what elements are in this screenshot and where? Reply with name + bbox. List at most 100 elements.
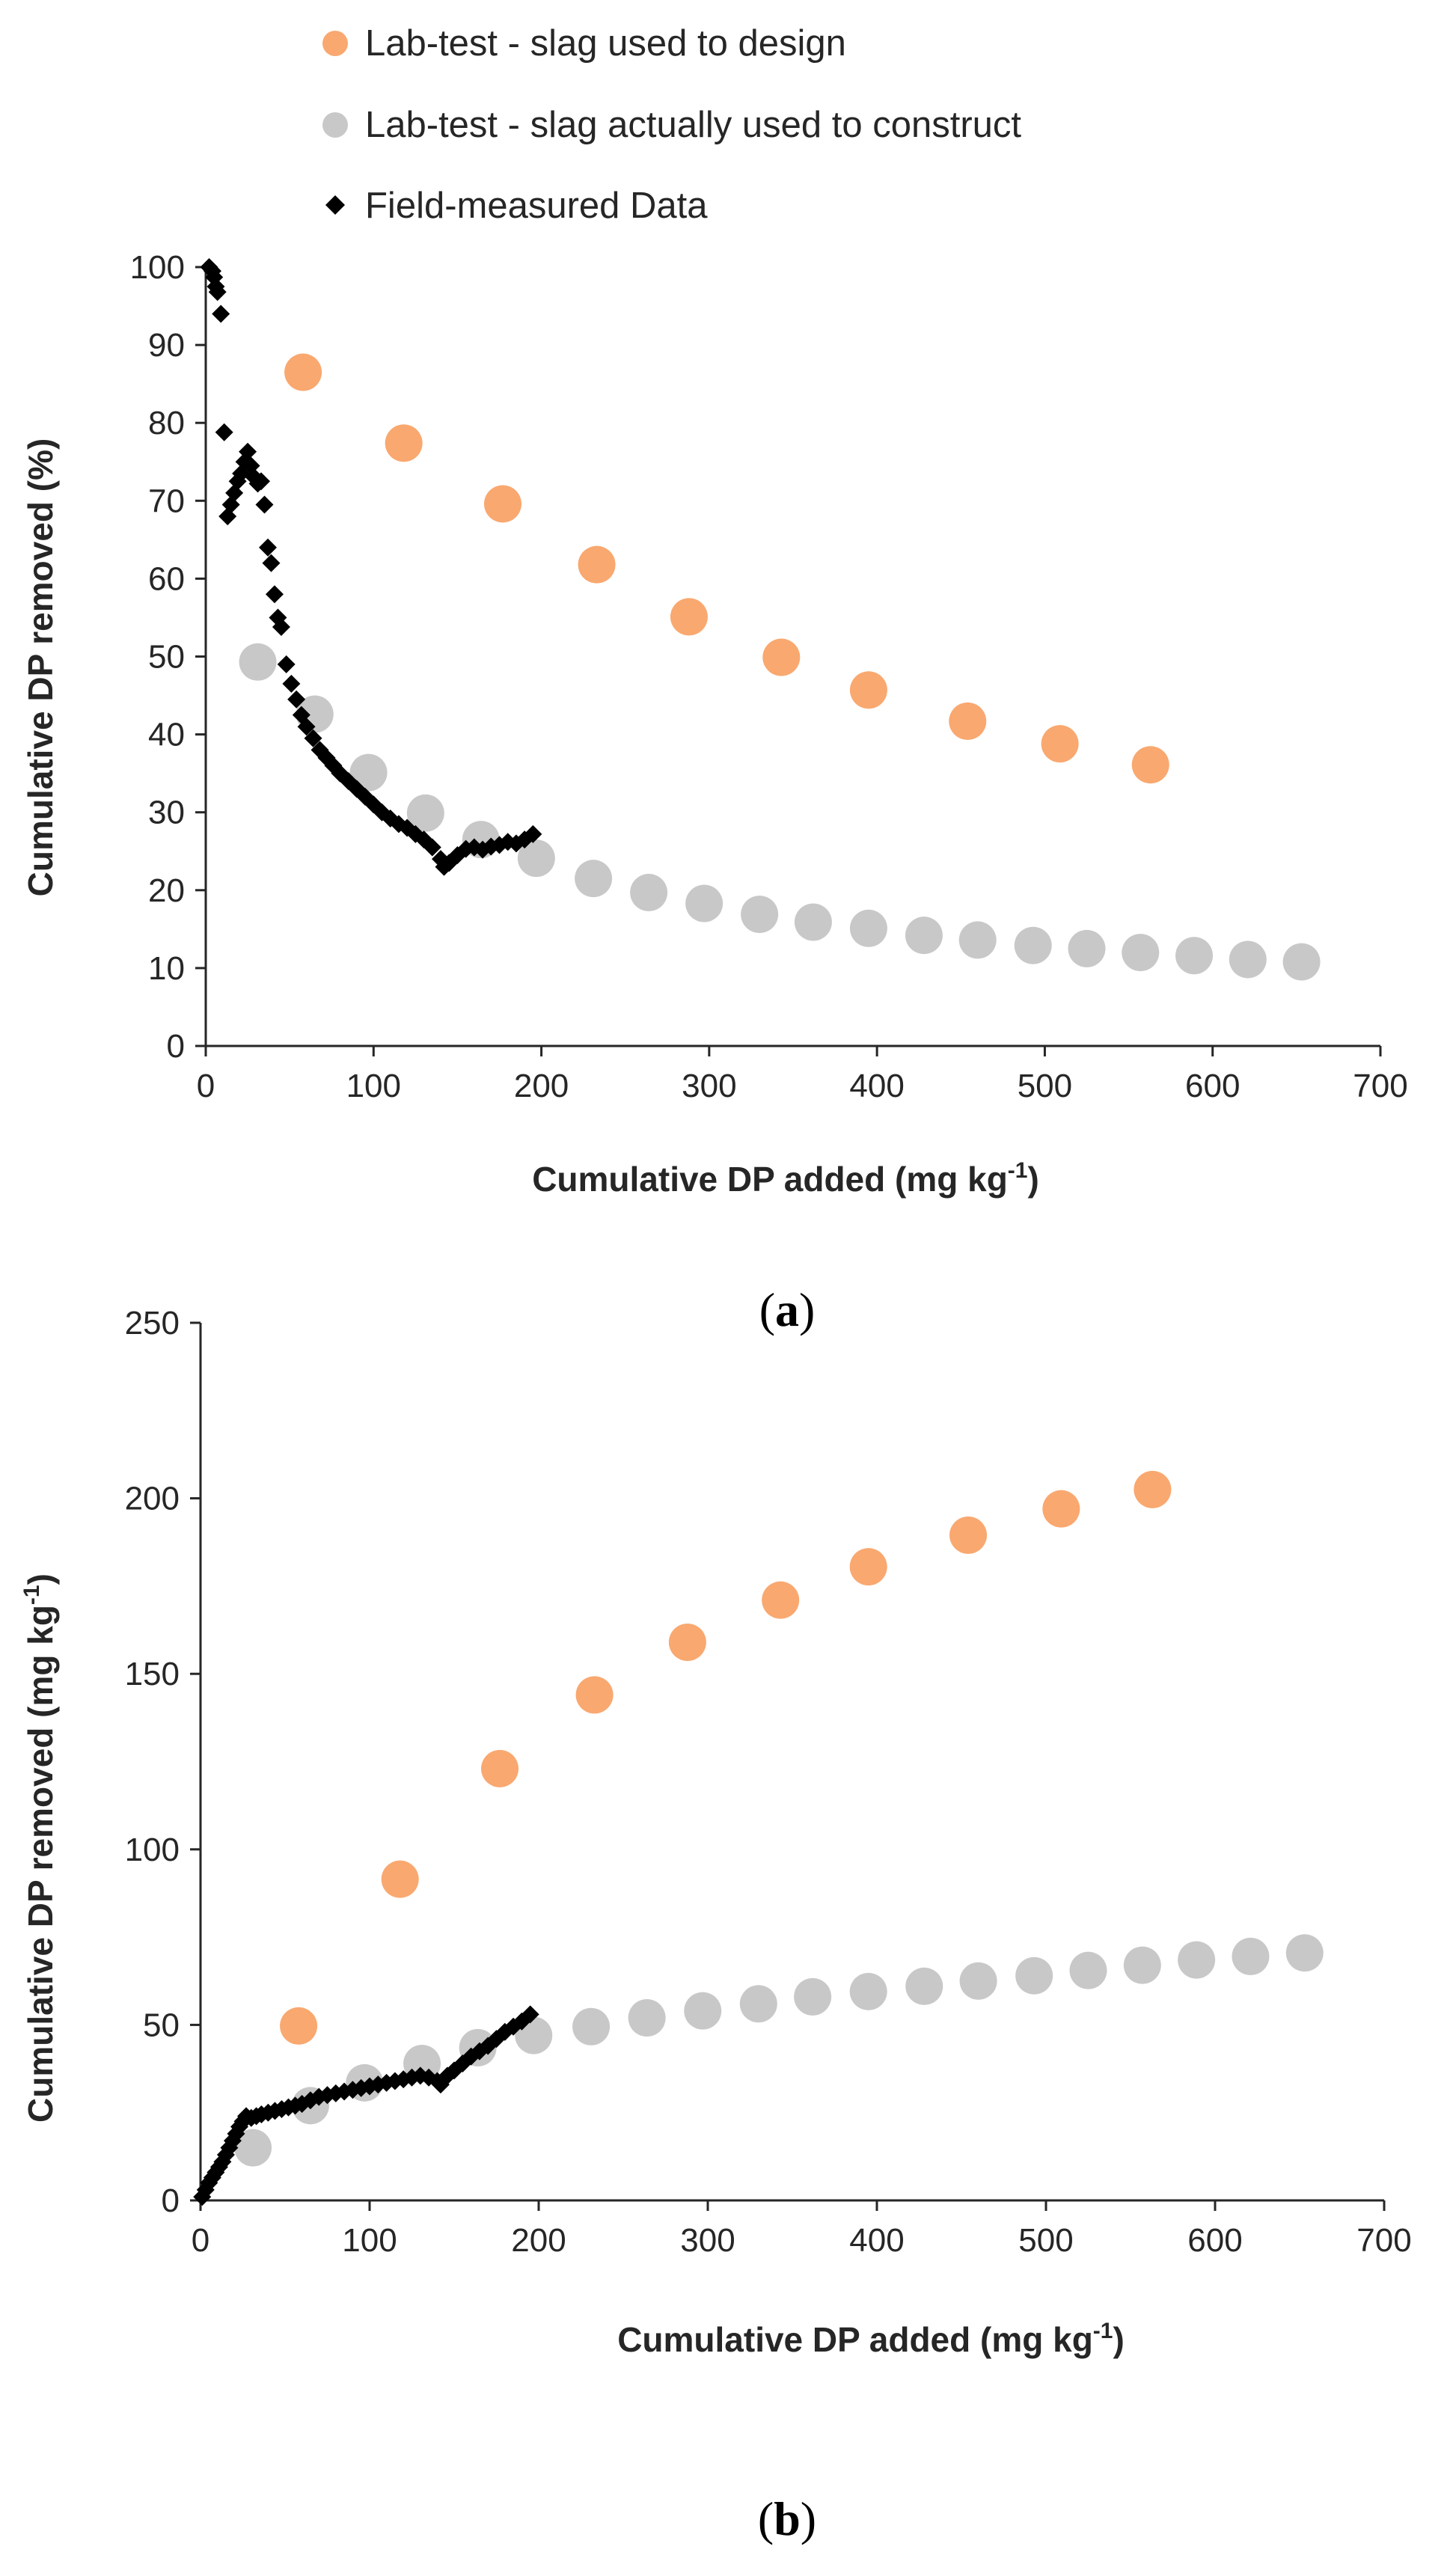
chart-b-xlabel: Cumulative DP added (mg kg-1) bbox=[617, 2319, 1125, 2359]
data-point-construct bbox=[1285, 1934, 1324, 1972]
data-point-design bbox=[949, 702, 987, 740]
data-point-field bbox=[272, 617, 290, 636]
legend-label-construct: Lab-test - slag actually used to constru… bbox=[365, 105, 1021, 145]
y-tick-label: 50 bbox=[143, 2007, 180, 2043]
caption-a-open: ( bbox=[759, 1283, 775, 1336]
data-point-construct bbox=[849, 909, 887, 947]
data-point-construct bbox=[794, 1977, 832, 2016]
data-point-design bbox=[849, 1548, 887, 1586]
caption-a-letter: a bbox=[775, 1283, 799, 1336]
chart-a-xlabel-main: Cumulative DP added (mg kg bbox=[532, 1160, 1008, 1199]
y-tick-label: 30 bbox=[148, 795, 185, 831]
y-tick-label: 100 bbox=[125, 1832, 180, 1868]
data-point-field bbox=[212, 305, 230, 323]
chart-a: 0 10 20 30 40 50 60 70 80 90 100 0 100 200 300 400 500 60… bbox=[21, 249, 1408, 1336]
data-point-design bbox=[1134, 1470, 1172, 1508]
legend-item-construct: Lab-test - slag actually used to constru… bbox=[322, 105, 1021, 145]
data-point-field bbox=[282, 674, 301, 693]
series-design bbox=[284, 353, 1169, 784]
x-tick-label: 200 bbox=[511, 2222, 566, 2259]
caption-b-open: ( bbox=[758, 2492, 774, 2545]
legend-label-design: Lab-test - slag used to design bbox=[365, 23, 846, 64]
caption-b-letter: b bbox=[774, 2492, 801, 2545]
data-point-design bbox=[578, 545, 616, 584]
chart-b-ylabel-main: Cumulative DP removed (mg kg bbox=[21, 1605, 60, 2123]
data-point-design bbox=[381, 1860, 419, 1898]
data-point-construct bbox=[739, 1985, 777, 2023]
data-point-construct bbox=[741, 896, 779, 934]
data-point-design bbox=[762, 1581, 800, 1619]
data-point-design bbox=[284, 353, 322, 391]
chart-a-marks bbox=[200, 258, 1321, 981]
x-tick-label: 600 bbox=[1185, 1068, 1240, 1104]
chart-a-ylabel: Cumulative DP removed (%) bbox=[21, 438, 60, 897]
data-point-design bbox=[575, 1676, 614, 1714]
y-tick-label: 0 bbox=[162, 2182, 180, 2219]
data-point-field bbox=[304, 729, 322, 747]
legend-marker-field bbox=[325, 195, 345, 215]
chart-b-xlabel-end: ) bbox=[1113, 2320, 1124, 2359]
chart-b-xlabel-sup: -1 bbox=[1093, 2319, 1113, 2343]
y-tick-label: 20 bbox=[148, 872, 185, 909]
data-point-design bbox=[1042, 1490, 1080, 1528]
x-tick-label: 0 bbox=[192, 2222, 209, 2259]
chart-a-xlabel-end: ) bbox=[1027, 1160, 1038, 1199]
data-point-construct bbox=[905, 1967, 943, 2005]
data-point-field bbox=[287, 690, 306, 709]
data-point-field bbox=[277, 655, 296, 673]
data-point-design bbox=[481, 1749, 519, 1787]
x-tick-label: 400 bbox=[849, 2222, 904, 2259]
x-tick-label: 700 bbox=[1353, 1068, 1407, 1104]
data-point-design bbox=[280, 2007, 318, 2045]
data-point-construct bbox=[575, 860, 613, 898]
data-point-field bbox=[262, 554, 281, 572]
data-point-construct bbox=[1232, 1937, 1270, 1975]
data-point-construct bbox=[1069, 1951, 1107, 1989]
data-point-field bbox=[297, 718, 316, 736]
data-point-construct bbox=[628, 1999, 666, 2037]
series-field bbox=[193, 2005, 539, 2206]
data-point-construct bbox=[794, 903, 832, 941]
data-point-design bbox=[483, 485, 521, 523]
data-point-construct bbox=[1068, 929, 1106, 967]
caption-b-close: ) bbox=[801, 2492, 816, 2545]
data-point-construct bbox=[1122, 934, 1160, 972]
caption-a: (a) bbox=[759, 1283, 816, 1336]
chart-a-xlabel: Cumulative DP added (mg kg-1) bbox=[532, 1158, 1039, 1199]
x-tick-label: 0 bbox=[197, 1068, 215, 1104]
data-point-construct bbox=[406, 794, 444, 832]
data-point-field bbox=[258, 538, 277, 557]
x-tick-label: 100 bbox=[342, 2222, 397, 2259]
x-tick-label: 300 bbox=[682, 1068, 736, 1104]
chart-b-axes: 0 50 100 150 200 250 0 100 200 300 400 500 600 700 bbox=[125, 1305, 1412, 2259]
data-point-construct bbox=[685, 884, 724, 923]
series-field bbox=[200, 258, 542, 876]
y-tick-label: 0 bbox=[167, 1028, 185, 1065]
data-point-design bbox=[762, 638, 801, 676]
data-point-field bbox=[239, 442, 257, 461]
data-point-construct bbox=[849, 1972, 887, 2010]
y-tick-label: 40 bbox=[148, 717, 185, 753]
data-point-design bbox=[1041, 725, 1079, 763]
y-tick-label: 250 bbox=[125, 1305, 180, 1341]
chart-a-axes: 0 10 20 30 40 50 60 70 80 90 100 0 100 200 300 400 500 60… bbox=[130, 249, 1408, 1104]
chart-b-ylabel-end: ) bbox=[21, 1573, 60, 1585]
series-construct bbox=[239, 643, 1321, 981]
data-point-construct bbox=[1282, 943, 1321, 981]
x-tick-label: 500 bbox=[1018, 2222, 1073, 2259]
data-point-design bbox=[670, 598, 708, 636]
data-point-construct bbox=[905, 917, 943, 955]
data-point-construct bbox=[239, 643, 277, 681]
data-point-design bbox=[849, 671, 887, 709]
data-point-design bbox=[668, 1623, 706, 1661]
data-point-construct bbox=[1123, 1946, 1161, 1984]
chart-b-ylabel: Cumulative DP removed (mg kg-1) bbox=[19, 1573, 60, 2123]
chart-b-ylabel-sup: -1 bbox=[19, 1585, 44, 1605]
x-tick-label: 200 bbox=[514, 1068, 569, 1104]
data-point-field bbox=[521, 2005, 539, 2024]
data-point-field bbox=[265, 585, 284, 604]
series-design bbox=[280, 1470, 1172, 2045]
legend-label-field: Field-measured Data bbox=[365, 186, 708, 226]
data-point-design bbox=[949, 1516, 988, 1554]
